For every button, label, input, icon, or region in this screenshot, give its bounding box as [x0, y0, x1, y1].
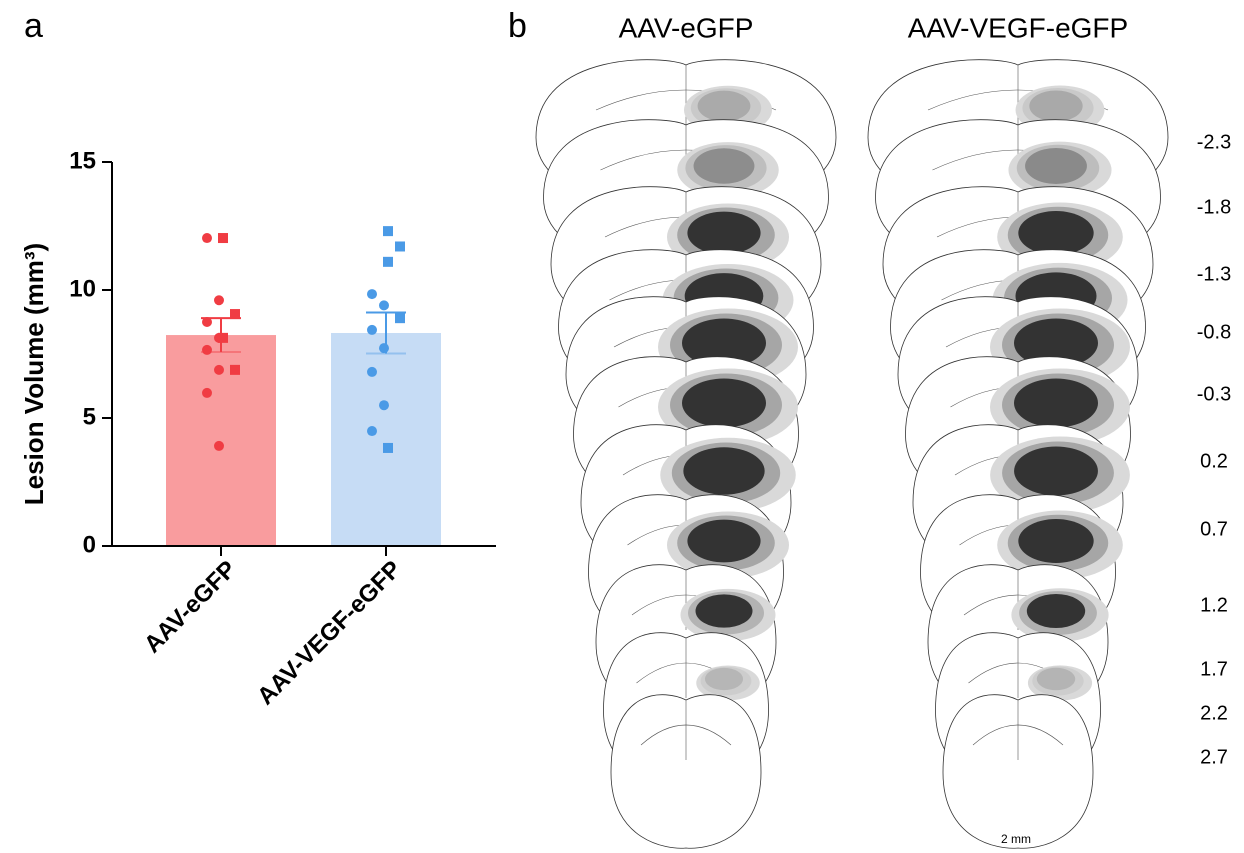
- data-point: [383, 256, 393, 267]
- data-point: [230, 309, 240, 320]
- lesion-core: [1026, 593, 1086, 629]
- level-label: 1.7: [1200, 658, 1228, 680]
- data-point: [214, 364, 224, 375]
- data-point: [230, 364, 240, 375]
- x-tick-label: AAV-VEGF-eGFP: [252, 556, 407, 711]
- data-point: [214, 295, 224, 306]
- data-point: [395, 313, 405, 324]
- lesion-core: [682, 318, 766, 368]
- section-outline: [942, 694, 1094, 849]
- level-label: 2.7: [1200, 746, 1228, 768]
- data-point: [379, 343, 389, 354]
- column-title: AAV-eGFP: [619, 12, 754, 43]
- data-point: [202, 317, 212, 327]
- lesion-mid: [1022, 87, 1094, 129]
- data-point: [202, 344, 212, 355]
- level-label: 0.2: [1200, 450, 1228, 472]
- lesion-core: [1014, 318, 1098, 368]
- lesion-core: [1036, 667, 1076, 691]
- lesion-mid: [1016, 144, 1100, 192]
- data-point: [202, 387, 212, 398]
- lesion-core: [1014, 378, 1098, 428]
- level-label: 1.2: [1200, 594, 1228, 616]
- data-point: [367, 426, 377, 437]
- lesion-core: [687, 211, 761, 255]
- data-point: [379, 400, 389, 411]
- lesion-core: [1029, 90, 1083, 122]
- lesion-core: [1018, 211, 1094, 255]
- data-point: [214, 440, 224, 451]
- data-point: [218, 332, 228, 343]
- bar: [331, 333, 441, 546]
- lesion-mid: [690, 88, 762, 128]
- data-point: [218, 233, 228, 244]
- data-point: [367, 324, 377, 335]
- lesion-outer: [696, 665, 760, 701]
- lesion-outer: [1027, 665, 1093, 701]
- panel-label: a: [24, 7, 43, 45]
- lesion-mid: [1032, 666, 1084, 696]
- y-tick-label: 15: [69, 147, 96, 174]
- scale-bar-label: 2 mm: [1001, 832, 1031, 846]
- data-point: [383, 226, 393, 237]
- lesion-core: [682, 378, 766, 428]
- lesion-core: [1014, 446, 1098, 496]
- lesion-core: [683, 447, 765, 495]
- brain-sections: [535, 59, 1169, 849]
- level-label: 2.2: [1200, 702, 1228, 724]
- lesion-core: [1025, 147, 1087, 185]
- lesion-core: [695, 594, 753, 628]
- level-label: -2.3: [1197, 131, 1231, 153]
- lesion-core: [687, 519, 761, 563]
- data-point: [383, 442, 393, 453]
- column-title: AAV-VEGF-eGFP: [908, 12, 1128, 43]
- level-label: 0.7: [1200, 518, 1228, 540]
- data-point: [395, 241, 405, 252]
- lesion-core: [693, 148, 755, 184]
- data-point: [379, 300, 389, 311]
- lesion-core: [697, 90, 751, 122]
- level-label: -0.3: [1197, 383, 1231, 405]
- data-point: [202, 233, 212, 244]
- data-point: [367, 366, 377, 377]
- level-label: -1.3: [1197, 263, 1231, 285]
- y-tick-label: 0: [83, 531, 96, 558]
- y-tick-label: 10: [69, 275, 96, 302]
- y-tick-label: 5: [83, 403, 96, 430]
- x-tick-label: AAV-eGFP: [139, 556, 242, 659]
- section-outline: [610, 694, 762, 849]
- lesion-mid: [700, 666, 752, 696]
- level-label: -1.8: [1197, 196, 1231, 218]
- level-label: -0.8: [1197, 321, 1231, 343]
- y-axis-label: Lesion Volume (mm³): [19, 243, 49, 505]
- lesion-core: [704, 667, 744, 691]
- data-point: [367, 289, 377, 300]
- lesion-mid: [685, 145, 767, 191]
- panel-label: b: [508, 7, 527, 45]
- lesion-core: [1018, 519, 1094, 563]
